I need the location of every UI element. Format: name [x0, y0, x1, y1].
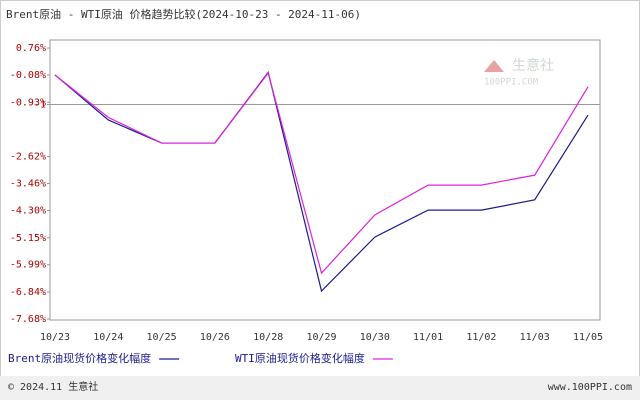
watermark-brand: 生意社 [512, 57, 554, 74]
legend-label: WTI原油现货价格变化幅度 [235, 351, 365, 365]
plot-border [49, 39, 601, 321]
watermark: 生意社 100PPI.COM [484, 57, 554, 88]
footer-right: www.100PPI.com [548, 382, 632, 393]
x-tick-label: 10/26 [200, 332, 230, 343]
y-tick-label: -0.93% [10, 97, 46, 108]
y-tick-label: -4.30% [10, 205, 46, 216]
y-tick-label: -3.46% [10, 179, 46, 190]
watermark-site: 100PPI.COM [484, 78, 539, 88]
x-tick-label: 11/01 [413, 332, 443, 343]
y-tick-label: -2.62% [10, 152, 46, 163]
x-tick-label: 10/28 [253, 332, 283, 343]
x-tick-label: 10/24 [93, 332, 123, 343]
x-tick-label: 10/23 [40, 332, 70, 343]
series-line [54, 71, 589, 293]
y-tick-label: -5.15% [10, 233, 46, 244]
x-tick-label: 10/30 [360, 332, 390, 343]
y-tick-label: -6.84% [10, 287, 46, 298]
x-tick-label: 11/03 [520, 332, 550, 343]
footer-left: © 2024.11 生意社 [8, 380, 98, 393]
logo [484, 60, 504, 72]
y-tick-label: -0.08% [10, 70, 46, 81]
x-tick-label: 11/05 [573, 332, 603, 343]
y-tick-label: -7.68% [10, 314, 46, 325]
y-tick-label: -5.99% [10, 260, 46, 271]
footer-bar [0, 376, 640, 400]
chart-title: Brent原油 - WTI原油 价格趋势比较(2024-10-23 - 2024… [6, 7, 361, 21]
x-tick-label: 11/02 [466, 332, 496, 343]
x-tick-label: 10/29 [306, 332, 336, 343]
legend-label: Brent原油现货价格变化幅度 [8, 351, 151, 365]
y-tick-label: -1 [34, 100, 46, 111]
y-tick-label: 0.76% [16, 43, 46, 54]
x-tick-label: 10/25 [147, 332, 177, 343]
series-line [54, 71, 589, 275]
